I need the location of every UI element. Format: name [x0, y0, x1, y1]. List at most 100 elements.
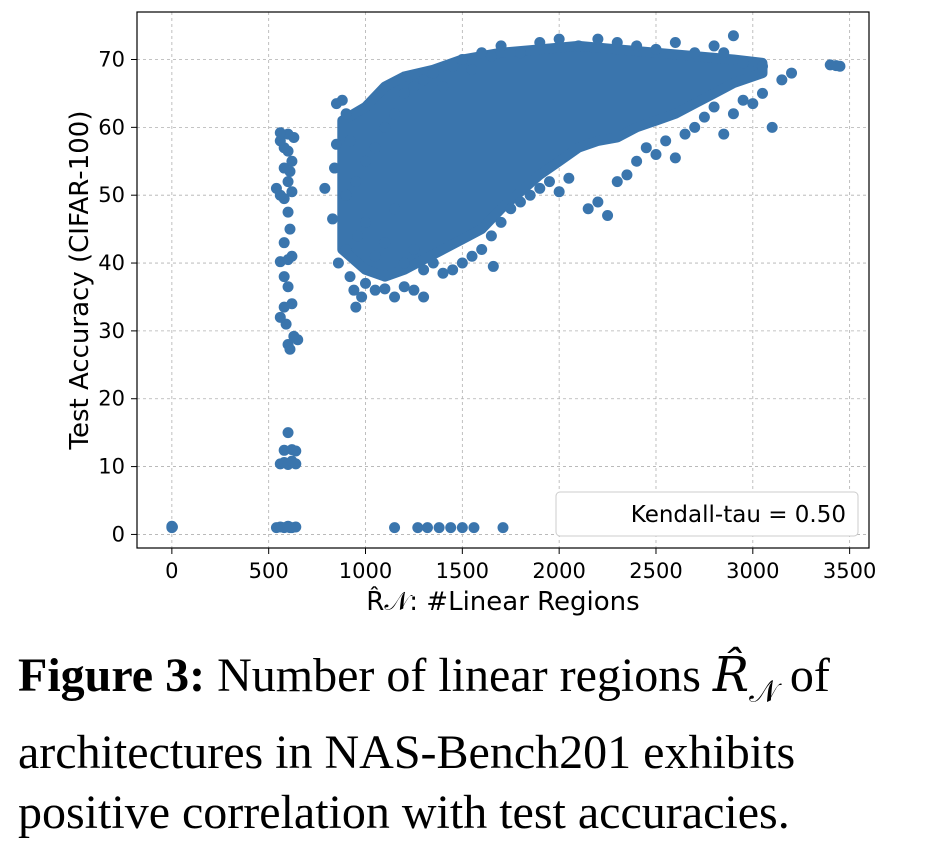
data-point: [650, 43, 662, 55]
data-point: [497, 522, 509, 534]
data-point: [360, 155, 372, 167]
data-point: [456, 522, 468, 534]
data-point: [408, 284, 420, 296]
data-point: [284, 343, 296, 355]
data-point: [718, 128, 730, 140]
data-point: [166, 521, 178, 533]
data-point: [834, 60, 846, 72]
data-point: [456, 257, 468, 269]
data-point: [348, 284, 360, 296]
data-point: [389, 291, 401, 303]
data-point: [278, 271, 290, 283]
data-point: [487, 260, 499, 272]
data-point: [766, 121, 778, 133]
data-point: [689, 47, 701, 59]
data-point: [476, 243, 488, 255]
data-point: [398, 257, 410, 269]
data-point: [360, 216, 372, 228]
data-point: [282, 281, 294, 293]
data-point: [344, 271, 356, 283]
data-point: [727, 108, 739, 120]
x-tick-label: 2000: [532, 559, 585, 583]
data-point: [286, 155, 298, 167]
data-point: [352, 230, 364, 242]
x-tick-label: 2500: [629, 559, 682, 583]
data-point: [592, 33, 604, 45]
data-point: [640, 142, 652, 154]
data-point: [708, 101, 720, 113]
data-point: [369, 284, 381, 296]
data-point: [340, 243, 352, 255]
data-point: [602, 210, 614, 222]
data-point: [553, 186, 565, 198]
data-point: [282, 427, 294, 439]
data-point: [340, 189, 352, 201]
data-point: [611, 37, 623, 49]
data-point: [332, 257, 344, 269]
data-point: [389, 203, 401, 215]
data-point: [418, 264, 430, 276]
data-point: [445, 522, 457, 534]
data-point: [582, 203, 594, 215]
data-point: [563, 172, 575, 184]
data-point: [698, 111, 710, 123]
data-point: [485, 230, 497, 242]
data-point: [327, 213, 339, 225]
legend: Kendall-tau = 0.50: [555, 491, 859, 537]
y-tick-label: 0: [112, 522, 125, 546]
scatter-chart: 0 500 1000 1500 2000 2500 3000 3500 0 10 20 30 40 50…: [65, 11, 876, 617]
data-point: [718, 47, 730, 59]
data-point: [543, 176, 555, 188]
data-point: [350, 176, 362, 188]
data-point: [631, 40, 643, 52]
data-point: [340, 108, 352, 120]
data-point: [284, 223, 296, 235]
data-point: [466, 64, 478, 76]
data-point: [573, 40, 585, 52]
y-tick-label: 20: [98, 387, 125, 411]
caption-symbol-subscript: 𝒩: [749, 675, 778, 709]
data-point: [679, 128, 691, 140]
caption-label: Figure 3:: [18, 649, 206, 702]
data-point: [737, 94, 749, 106]
data-points: [166, 30, 846, 534]
data-point: [524, 189, 536, 201]
data-point: [319, 182, 331, 194]
data-point: [418, 291, 430, 303]
data-point: [398, 281, 410, 293]
grid-lines: [137, 12, 869, 548]
data-point: [286, 298, 298, 310]
legend-box: [555, 491, 859, 537]
x-tick-label: 3000: [726, 559, 779, 583]
data-point: [495, 40, 507, 52]
caption-symbol: R̂: [712, 647, 750, 703]
data-point: [534, 182, 546, 194]
data-point: [274, 127, 286, 139]
data-point: [412, 522, 424, 534]
data-point: [660, 135, 672, 147]
dense-point-band: [337, 40, 768, 282]
data-point: [514, 196, 526, 208]
data-point: [621, 169, 633, 181]
data-point: [468, 522, 480, 534]
data-point: [408, 243, 420, 255]
data-point: [389, 108, 401, 120]
data-point: [708, 40, 720, 52]
y-axis-ticks: 0 10 20 30 40 50 60 70: [98, 47, 137, 546]
data-point: [534, 37, 546, 49]
data-point: [592, 196, 604, 208]
data-point: [379, 237, 391, 249]
data-point: [611, 176, 623, 188]
y-tick-label: 10: [98, 455, 125, 479]
data-point: [514, 47, 526, 59]
data-point: [329, 162, 341, 174]
data-point: [427, 257, 439, 269]
plot-frame: [136, 11, 870, 549]
data-point: [669, 37, 681, 49]
data-point: [727, 30, 739, 42]
data-point: [505, 203, 517, 215]
data-point: [344, 135, 356, 147]
data-point: [747, 98, 759, 110]
data-point: [476, 47, 488, 59]
data-point: [456, 53, 468, 65]
